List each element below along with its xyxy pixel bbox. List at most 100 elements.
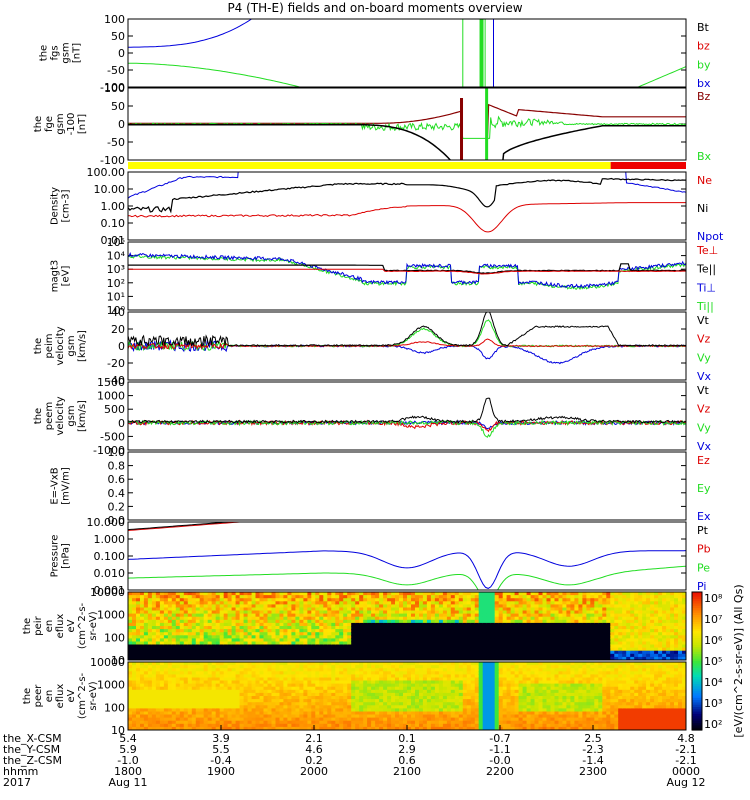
spectrogram-cell [395, 726, 400, 730]
spectrogram-cell [514, 647, 520, 652]
spectrogram-cell [283, 674, 288, 679]
spectrogram-cell [275, 696, 281, 700]
spectrogram-cell [319, 656, 324, 660]
spectrogram-cell [147, 610, 153, 615]
spectrogram-cell [375, 674, 380, 679]
spectrogram-cell [558, 622, 564, 627]
spectrogram-cell [147, 717, 153, 722]
spectrogram-cell [187, 705, 193, 709]
spectrogram-cell [239, 653, 245, 658]
spectrogram-cell [578, 607, 583, 612]
spectrogram-cell [299, 647, 304, 652]
spectrogram-cell [594, 647, 599, 652]
spectrogram-cell [670, 650, 675, 655]
spectrogram-cell [151, 650, 157, 655]
spectrogram-cell [211, 604, 217, 609]
spectrogram-cell [136, 632, 141, 636]
spectrogram-cell [307, 708, 312, 713]
spectrogram-cell [199, 632, 205, 636]
spectrogram-cell [283, 696, 288, 700]
spectrogram-cell [263, 632, 269, 636]
spectrogram-cell [454, 629, 460, 633]
spectrogram-cell [606, 650, 611, 655]
spectrogram-cell [247, 644, 253, 649]
spectrogram-cell [470, 635, 476, 639]
spectrogram-cell [255, 626, 261, 630]
spectrogram-cell [363, 647, 368, 652]
spectrogram-cell [295, 708, 300, 713]
spectrogram-cell [255, 723, 261, 728]
spectrogram-cell [411, 622, 416, 627]
spectrogram-cell [207, 610, 213, 615]
spectrogram-cell [295, 662, 300, 666]
ytick-label: -40 [107, 374, 125, 387]
spectrogram-cell [291, 680, 296, 685]
spectrogram-cell [171, 598, 177, 602]
spectrogram-cell [355, 656, 360, 660]
spectrogram-cell [243, 671, 249, 675]
ytick-label: 10² [107, 277, 125, 290]
spectrogram-cell [642, 607, 647, 612]
spectrogram-cell [239, 632, 245, 636]
spectrogram-cell [303, 671, 308, 675]
spectrogram-cell [319, 686, 324, 691]
spectrogram-cell [283, 717, 288, 722]
spectrogram-cell [183, 714, 189, 719]
spectrogram-cell [319, 607, 324, 612]
spectrogram-cell [207, 607, 213, 612]
spectrogram-cell [618, 626, 623, 630]
spectrogram-cell [682, 616, 686, 621]
spectrogram-cell [183, 610, 189, 615]
spectrogram-cell [195, 610, 201, 615]
spectrogram-cell [179, 665, 185, 669]
spectrogram-cell [323, 644, 328, 649]
spectrogram-cell [391, 601, 396, 605]
spectrogram-cell [136, 699, 141, 703]
spectrogram-cell [419, 696, 424, 700]
spectrogram-cell [323, 662, 328, 666]
spectrogram-cell [167, 662, 173, 666]
spectrogram-cell [502, 622, 508, 627]
spectrogram-cell [311, 613, 316, 618]
spectrogram-cell [634, 644, 639, 649]
spectrogram-cell [215, 680, 221, 685]
spectrogram-cell [263, 708, 269, 713]
spectrogram-cell [538, 647, 544, 652]
spectrogram-cell [128, 656, 133, 660]
spectrogram-cell [606, 598, 611, 602]
spectrogram-cell [582, 629, 587, 633]
spectrogram-cell [203, 708, 209, 713]
spectrogram-cell [327, 592, 332, 596]
spectrogram-cell [259, 699, 265, 703]
spectrogram-cell [650, 604, 655, 609]
spectrogram-cell [147, 641, 153, 646]
spectrogram-cell [143, 683, 149, 688]
spectrogram-cell [263, 592, 269, 596]
spectrogram-cell [514, 650, 520, 655]
spectrogram-cell [391, 619, 396, 624]
spectrogram-cell [195, 629, 201, 633]
ylabel-line: Pressure [50, 535, 61, 578]
ytick-label: -100 [100, 154, 125, 167]
spectrogram-cell [638, 610, 643, 615]
spectrogram-cell [175, 717, 181, 722]
spectrogram-cell [351, 671, 356, 675]
spectrogram-cell [167, 653, 173, 658]
spectrogram-cell [474, 613, 480, 618]
spectrogram-cell [546, 601, 552, 605]
spectrogram-cell [279, 604, 285, 609]
spectrogram-cell [363, 705, 368, 709]
spectrogram-cell [478, 619, 484, 624]
spectrogram-cell [132, 699, 137, 703]
spectrogram-cell [159, 702, 165, 706]
spectrogram-cell [215, 619, 221, 624]
spectrogram-cell [462, 616, 468, 621]
spectrogram-cell [231, 644, 237, 649]
spectrogram-cell [167, 696, 173, 700]
spectrogram-cell [267, 613, 273, 618]
spectrogram-cell [215, 629, 221, 633]
spectrogram-cell [315, 686, 320, 691]
spectrogram-cell [490, 653, 496, 658]
spectrogram-cell [534, 622, 540, 627]
spectrogram-cell [666, 595, 671, 599]
